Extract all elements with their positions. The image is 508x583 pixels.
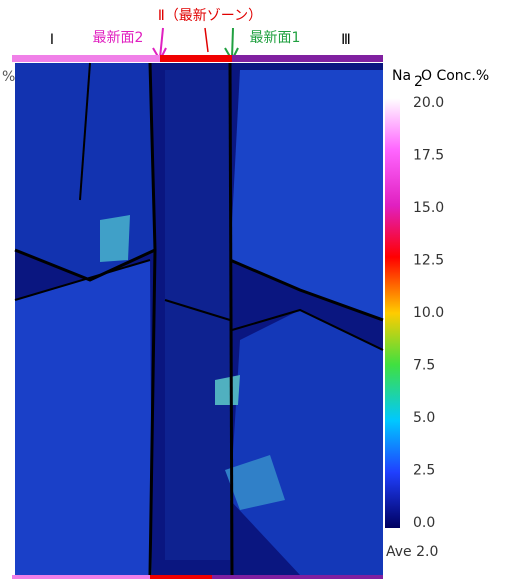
zone-label: Ⅰ (50, 32, 54, 48)
colorbar-tick-label: 5.0 (413, 410, 435, 426)
colorbar (385, 98, 400, 528)
face-label: 最新面1 (250, 30, 301, 46)
colorbar-tick-label: 12.5 (413, 253, 444, 269)
colorbar-ticks: 20.0 17.5 15.0 12.5 10.0 7.5 5.0 2.5 0.0 (413, 95, 444, 531)
colorbar-tick-label: 7.5 (413, 358, 435, 374)
bracket (204, 27, 209, 53)
colorbar-tick-label: 20.0 (413, 95, 444, 111)
zone-bar (12, 55, 160, 62)
zone-label: Ⅲ (341, 32, 351, 48)
colorbar-tick-label: 17.5 (413, 148, 444, 164)
zone-bar (212, 575, 383, 579)
arrow (231, 27, 234, 59)
colorbar-tick-label: 10.0 (413, 305, 444, 321)
zone-bar (232, 55, 383, 62)
colorbar-title: O Conc.% (421, 68, 489, 84)
zone-bar (150, 575, 212, 579)
colorbar-tick-label: 2.5 (413, 463, 435, 479)
concentration-map (14, 62, 384, 576)
unit-label: % (2, 69, 15, 85)
colorbar-title-sub: 2 (414, 74, 423, 90)
colorbar-tick-label: 0.0 (413, 515, 435, 531)
zone-bar (160, 55, 232, 62)
arrow (159, 27, 164, 59)
average-label: Ave 2.0 (386, 544, 438, 560)
colorbar-tick-label: 15.0 (413, 200, 444, 216)
zone-label: Ⅱ（最新ゾーン） (158, 8, 262, 24)
colorbar-title: Na (392, 68, 411, 84)
zone-bar (12, 575, 150, 579)
face-label: 最新面2 (93, 30, 144, 46)
